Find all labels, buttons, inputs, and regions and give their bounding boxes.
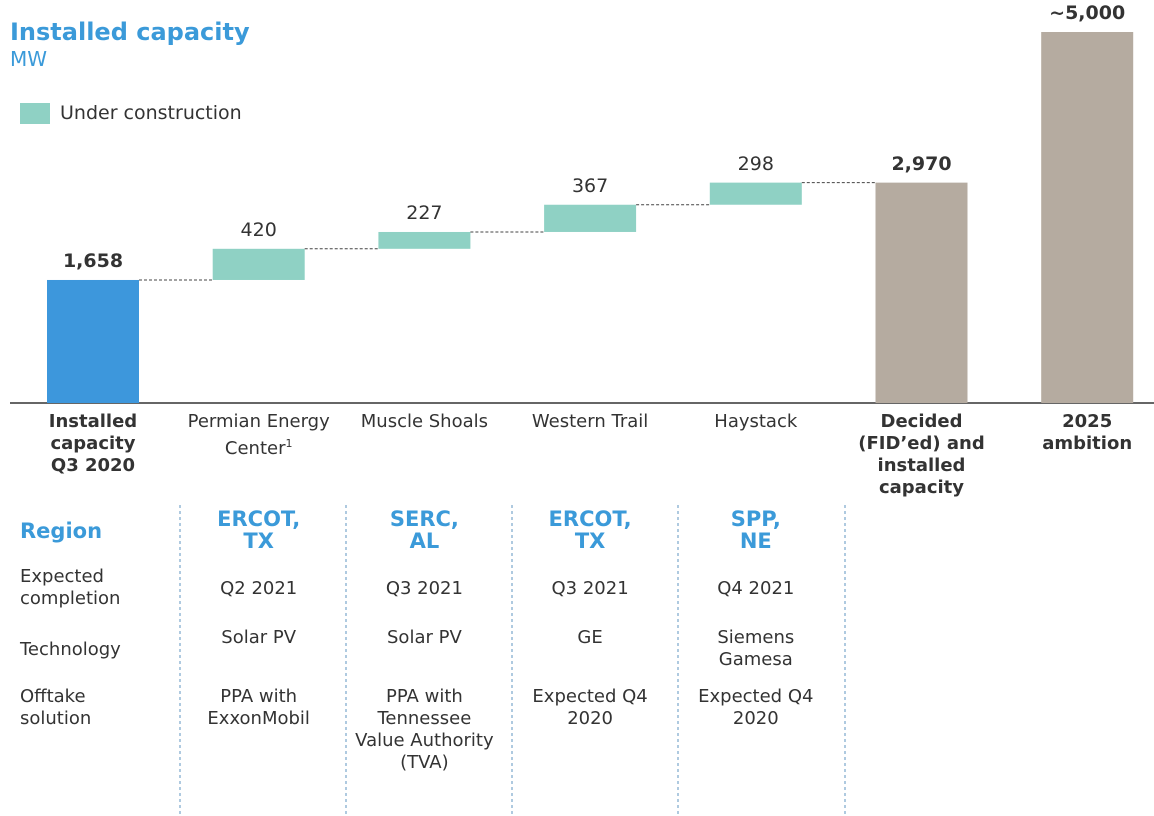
- table-cell: PPA with Tennessee Value Authority (TVA): [355, 686, 494, 773]
- table-cell: Q2 2021: [220, 578, 298, 599]
- data-label: 1,658: [62, 249, 124, 272]
- table-cell: ERCOT, TX: [548, 507, 632, 553]
- table-cell: Q4 2021: [717, 578, 795, 599]
- table-cell: SPP, NE: [730, 507, 781, 553]
- x-tick-label: Permian Energy Center1: [187, 411, 330, 459]
- table-cell: Expected Q4 2020: [698, 686, 814, 729]
- row-label: Technology: [20, 639, 121, 660]
- row-label: Region: [20, 519, 103, 543]
- bar: [875, 182, 968, 403]
- data-label: 227: [406, 201, 443, 224]
- table-cell: GE: [577, 627, 603, 648]
- bar: [212, 248, 305, 280]
- separators: [179, 505, 846, 816]
- legend-swatch: [20, 103, 50, 124]
- table-cell: Expected Q4 2020: [532, 686, 648, 729]
- table-cell: ERCOT, TX: [217, 507, 301, 553]
- bar: [709, 182, 802, 205]
- data-label: 367: [571, 174, 609, 197]
- table-cell: SERC, AL: [389, 507, 459, 553]
- footnote-marker: 1: [285, 437, 293, 450]
- legend-label: Under construction: [60, 102, 242, 124]
- x-tick-label: Haystack: [714, 411, 798, 432]
- data-label: 420: [240, 218, 277, 241]
- table-cell: Siemens Gamesa: [717, 627, 795, 670]
- data-label: ~5,000: [1049, 2, 1126, 24]
- table-cell: PPA with ExxonMobil: [207, 686, 310, 729]
- row-label: Expected completion: [20, 566, 121, 609]
- table-cell: Solar PV: [387, 627, 462, 648]
- bar: [1041, 32, 1134, 403]
- x-tick-label: Muscle Shoals: [360, 411, 489, 432]
- table-cell: Q3 2021: [551, 578, 629, 599]
- chart-title: Installed capacity: [10, 18, 250, 46]
- data-label: 2,970: [891, 152, 952, 175]
- bar: [47, 279, 139, 403]
- row-label: Offtake solution: [20, 686, 92, 729]
- table-cell: Solar PV: [221, 627, 297, 648]
- data-label: 298: [737, 152, 774, 175]
- table-cell: Q3 2021: [385, 578, 463, 599]
- x-tick-label: Western Trail: [531, 411, 649, 432]
- x-tick-label: Installed capacity Q3 2020: [48, 411, 138, 476]
- x-tick-label: Decided (FID’ed) and installed capacity: [858, 411, 985, 498]
- x-tick-label: 2025 ambition: [1042, 411, 1133, 454]
- chart-subtitle: MW: [10, 47, 48, 71]
- bar: [378, 231, 471, 249]
- bar: [544, 204, 637, 232]
